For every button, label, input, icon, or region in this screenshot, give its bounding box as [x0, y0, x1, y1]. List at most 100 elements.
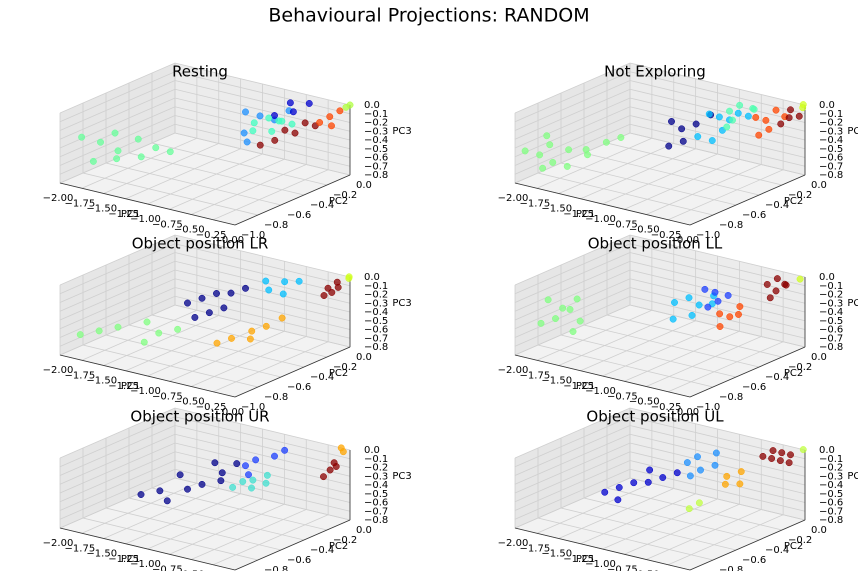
point	[552, 315, 559, 323]
point	[705, 110, 713, 118]
point	[134, 135, 142, 143]
x-tick-label: −2.00	[498, 538, 529, 549]
z-grid-line	[514, 80, 806, 131]
point	[646, 466, 654, 474]
point	[346, 101, 354, 109]
z-grid-line	[514, 132, 806, 184]
z-grid-line	[514, 416, 806, 468]
x-tick-label: −1.00	[585, 559, 616, 570]
point	[78, 133, 86, 141]
point	[755, 131, 763, 139]
point	[721, 480, 729, 488]
x-tick-label: −1.50	[541, 549, 572, 560]
z-tick-label: −0.7	[364, 161, 388, 172]
y-tick-label: −0.4	[765, 372, 789, 383]
point	[669, 315, 677, 323]
point	[546, 141, 554, 149]
y-tick-label: −0.2	[788, 190, 812, 201]
point	[714, 297, 722, 305]
point	[537, 319, 545, 327]
point	[729, 116, 736, 124]
point	[694, 453, 701, 461]
point	[320, 473, 327, 481]
y-axis-label: PC2	[784, 368, 803, 379]
point	[271, 112, 278, 119]
z-grid-line	[59, 442, 351, 494]
z-grid-line	[59, 243, 351, 295]
point	[278, 117, 286, 125]
z-tick-label: −0.4	[819, 135, 843, 146]
x-tick-label: −1.75	[65, 543, 96, 554]
x-tick-label: −1.50	[86, 204, 117, 215]
y-tick-label: −1.0	[241, 402, 265, 413]
z-tick-label: −0.5	[364, 144, 388, 155]
point	[615, 484, 623, 491]
y-axis-label: PC2	[329, 368, 348, 379]
z-tick-label: −0.5	[819, 316, 843, 327]
z-grid-line	[59, 425, 351, 476]
x-tick-label: −2.00	[498, 193, 529, 204]
y-axis-label: PC2	[329, 541, 348, 552]
point	[671, 299, 678, 306]
point	[695, 301, 703, 309]
point	[697, 466, 704, 474]
point	[243, 138, 251, 146]
x-axis-line	[59, 182, 236, 226]
point	[723, 123, 731, 131]
subplot-title: Object position LR	[132, 235, 269, 253]
z-tick-label: −0.4	[364, 480, 388, 491]
point	[137, 153, 145, 161]
z-tick-label: −0.4	[819, 307, 843, 318]
point	[683, 459, 691, 466]
z-tick-label: −0.8	[364, 515, 388, 526]
point	[305, 100, 313, 107]
point	[724, 292, 732, 299]
y-tick-label: −0.8	[264, 220, 288, 231]
point	[787, 451, 794, 459]
z-grid-line	[59, 407, 351, 459]
y-tick-label: −0.4	[765, 200, 789, 211]
point	[617, 134, 625, 141]
point	[768, 455, 776, 462]
point	[176, 471, 184, 479]
y-tick-label: 0.0	[811, 352, 827, 363]
point	[326, 113, 334, 121]
point	[759, 452, 767, 460]
point	[796, 275, 804, 283]
z-tick-label: −0.6	[819, 153, 843, 164]
x-axis-line	[514, 527, 691, 571]
point	[582, 146, 590, 154]
z-grid-line	[59, 460, 351, 511]
y-axis-line	[689, 346, 806, 398]
z-tick-label: −0.5	[364, 489, 388, 500]
point	[563, 162, 571, 170]
z-grid-line	[514, 269, 806, 321]
point	[249, 476, 257, 484]
point	[245, 471, 252, 479]
point	[278, 314, 286, 322]
subplot-title: Not Exploring	[604, 63, 706, 81]
point	[239, 478, 247, 485]
x-tick-label: −1.00	[130, 559, 161, 570]
z-tick-label: −0.5	[819, 489, 843, 500]
x-tick-label: −1.75	[65, 198, 96, 209]
z-grid-line	[514, 451, 806, 503]
point	[271, 136, 279, 144]
z-grid-line	[514, 477, 806, 529]
x-axis-line	[59, 527, 236, 571]
z-tick-label: −0.1	[364, 109, 388, 120]
point	[716, 323, 724, 330]
z-axis-label: PC3	[847, 298, 858, 309]
z-tick-label: −0.6	[364, 325, 388, 336]
z-axis-label: PC3	[392, 126, 411, 137]
z-grid-line	[59, 88, 351, 140]
point	[711, 288, 719, 296]
z-tick-label: −0.8	[364, 342, 388, 353]
point	[521, 147, 529, 155]
point	[271, 452, 278, 460]
point	[549, 158, 557, 166]
z-grid-line	[514, 433, 806, 485]
point	[242, 108, 249, 116]
point	[694, 133, 702, 141]
